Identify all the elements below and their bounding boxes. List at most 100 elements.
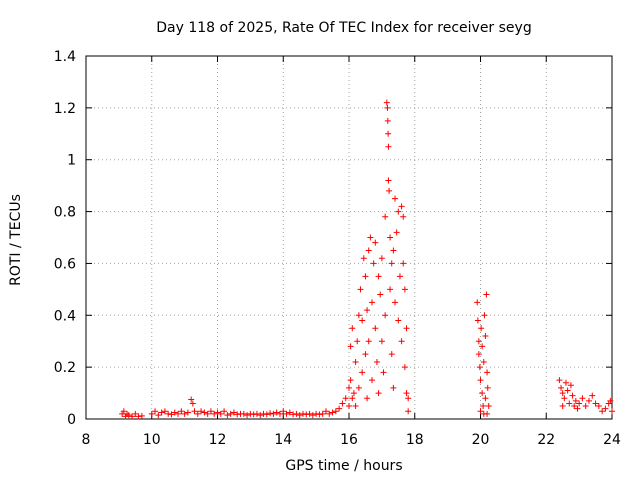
data-point xyxy=(224,412,231,419)
data-point xyxy=(477,377,484,384)
data-point xyxy=(250,411,257,418)
data-point xyxy=(184,409,191,416)
x-tick-label: 22 xyxy=(537,432,555,448)
x-tick-label: 18 xyxy=(406,432,424,448)
data-point xyxy=(482,395,489,402)
data-point xyxy=(384,117,391,124)
data-point xyxy=(385,177,392,184)
x-tick-label: 24 xyxy=(603,432,621,448)
data-point xyxy=(227,410,234,417)
data-point xyxy=(306,410,313,417)
data-point xyxy=(585,397,592,404)
data-point xyxy=(609,408,615,415)
data-point xyxy=(175,410,182,417)
data-point xyxy=(386,187,393,194)
data-point xyxy=(592,400,599,407)
data-point xyxy=(403,390,410,397)
data-point xyxy=(364,395,371,402)
data-point xyxy=(377,291,384,298)
data-point xyxy=(152,408,159,415)
data-point xyxy=(189,400,196,407)
data-point xyxy=(161,408,168,415)
data-point xyxy=(398,338,405,345)
data-point xyxy=(567,382,574,389)
data-point xyxy=(332,408,339,415)
data-point xyxy=(574,405,581,412)
data-point xyxy=(362,351,369,358)
data-point xyxy=(257,412,264,419)
data-point xyxy=(352,358,359,365)
data-point xyxy=(270,410,277,417)
x-tick-label: 20 xyxy=(472,432,490,448)
data-point xyxy=(370,260,377,267)
data-point xyxy=(181,410,188,417)
y-tick-label: 1.2 xyxy=(54,101,76,117)
data-point xyxy=(263,411,270,418)
data-point xyxy=(477,408,484,415)
data-point xyxy=(322,408,329,415)
data-point xyxy=(373,358,380,365)
data-point xyxy=(354,338,361,345)
data-point xyxy=(316,411,323,418)
data-point xyxy=(556,377,563,384)
data-point xyxy=(171,409,178,416)
data-point xyxy=(168,411,175,418)
data-point xyxy=(365,338,372,345)
data-point xyxy=(384,104,391,111)
data-point xyxy=(572,397,579,404)
data-point xyxy=(303,411,310,418)
y-tick-label: 0 xyxy=(67,412,76,428)
data-point xyxy=(396,273,403,280)
data-point xyxy=(405,395,412,402)
data-point xyxy=(474,299,481,306)
data-point xyxy=(375,390,382,397)
data-point xyxy=(401,286,408,293)
data-point xyxy=(558,384,565,391)
data-point xyxy=(165,410,172,417)
data-point xyxy=(155,412,162,419)
data-point xyxy=(347,377,354,384)
data-point xyxy=(388,260,395,267)
y-axis-label: ROTI / TECUs xyxy=(8,194,24,286)
data-point xyxy=(369,377,376,384)
data-point xyxy=(336,405,343,412)
data-point xyxy=(484,369,491,376)
data-point xyxy=(357,286,364,293)
data-point xyxy=(481,312,488,319)
data-point xyxy=(342,395,349,402)
data-point xyxy=(378,338,385,345)
data-point xyxy=(355,384,362,391)
data-point xyxy=(132,410,139,417)
data-point xyxy=(362,273,369,280)
data-point xyxy=(309,412,316,419)
data-point xyxy=(253,410,260,417)
data-point xyxy=(380,369,387,376)
data-point xyxy=(201,409,208,416)
data-point xyxy=(595,403,602,410)
data-point xyxy=(566,400,573,407)
data-point xyxy=(299,410,306,417)
data-point xyxy=(198,408,205,415)
data-point xyxy=(589,392,596,399)
data-point xyxy=(283,410,290,417)
data-point xyxy=(559,390,566,397)
y-tick-label: 0.2 xyxy=(54,360,76,376)
data-point xyxy=(267,410,274,417)
data-point xyxy=(382,312,389,319)
data-marks xyxy=(119,99,615,420)
data-point xyxy=(346,403,352,410)
x-axis-label: GPS time / hours xyxy=(285,458,402,474)
data-point xyxy=(247,410,254,417)
y-tick-label: 1 xyxy=(67,153,76,169)
data-point xyxy=(204,410,211,417)
axis-ticks: 8 10 12 14 16 18 20 22 24 0 0.2 0.4 0.6 0.8 1 1.2 1.4 xyxy=(54,49,621,448)
data-point xyxy=(350,390,357,397)
data-point xyxy=(178,408,185,415)
data-point xyxy=(482,333,489,340)
data-point xyxy=(359,317,366,324)
data-point xyxy=(478,325,485,332)
data-point xyxy=(569,392,576,399)
data-point xyxy=(479,343,486,350)
data-point xyxy=(148,410,155,417)
